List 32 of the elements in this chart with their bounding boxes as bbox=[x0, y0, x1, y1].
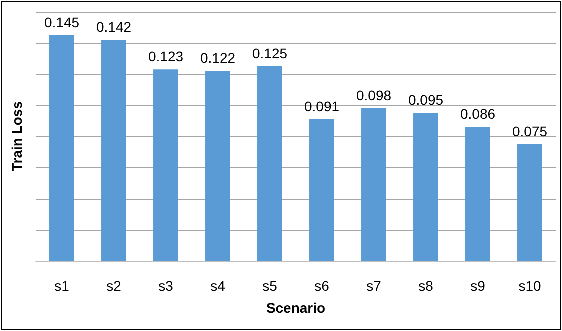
x-tick-label: s4 bbox=[210, 278, 226, 294]
data-label: 0.142 bbox=[96, 19, 132, 36]
bar bbox=[258, 66, 282, 261]
data-label: 0.098 bbox=[356, 87, 392, 104]
bar bbox=[362, 108, 386, 261]
x-tick-label: s5 bbox=[262, 278, 278, 294]
bar bbox=[154, 70, 178, 261]
x-tick-label: s6 bbox=[314, 278, 330, 294]
data-label: 0.086 bbox=[460, 106, 496, 122]
data-label: 0.123 bbox=[148, 48, 184, 65]
x-tick-label: s8 bbox=[418, 278, 434, 294]
x-axis-title: Scenario bbox=[266, 300, 326, 316]
data-label: 0.145 bbox=[44, 14, 80, 30]
data-label: 0.075 bbox=[512, 123, 548, 140]
x-tick-label: s7 bbox=[366, 278, 382, 294]
bar bbox=[50, 35, 74, 261]
data-label: 0.125 bbox=[252, 45, 288, 62]
x-tick-label: s2 bbox=[106, 278, 122, 294]
x-tick-label: s9 bbox=[470, 278, 486, 294]
x-tick-label: s10 bbox=[518, 278, 542, 294]
bar bbox=[310, 119, 334, 261]
x-tick-label: s1 bbox=[54, 278, 70, 294]
bar bbox=[466, 127, 490, 261]
data-label: 0.091 bbox=[304, 98, 340, 114]
bar bbox=[102, 40, 126, 261]
x-tick-label: s3 bbox=[158, 278, 174, 294]
bar bbox=[206, 71, 230, 261]
data-label: 0.122 bbox=[200, 50, 236, 66]
y-axis-title: Train Loss bbox=[9, 101, 25, 172]
data-label: 0.095 bbox=[408, 92, 444, 108]
bar bbox=[518, 144, 542, 261]
bar bbox=[414, 113, 438, 261]
